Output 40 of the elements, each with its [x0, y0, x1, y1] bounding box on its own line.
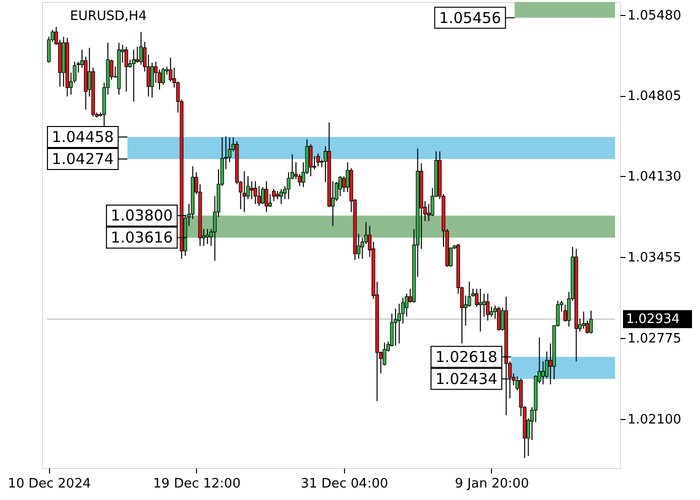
x-tick-label: 10 Dec 2024: [8, 476, 91, 492]
x-tick-label: 9 Jan 20:00: [454, 476, 529, 492]
candlestick: [497, 306, 501, 332]
candlestick: [589, 310, 593, 334]
candlestick: [250, 180, 254, 200]
annotation: 1.04458: [52, 128, 114, 146]
candlestick: [316, 152, 320, 167]
candlestick: [206, 228, 210, 244]
x-tick-label: 31 Dec 04:00: [300, 476, 388, 492]
y-tick-label: 1.02775: [628, 332, 682, 347]
annotation: 1.02618: [435, 348, 498, 366]
candlestick: [264, 180, 268, 213]
y-tick-label: 1.04130: [628, 170, 682, 185]
candlestick: [279, 188, 284, 205]
candlestick: [478, 288, 482, 332]
y-tick-label: 1.02100: [628, 412, 682, 428]
candlestick: [136, 46, 140, 64]
ref-line-label: 1.02934: [626, 312, 680, 328]
candlestick: [124, 46, 128, 92]
candlestick: [254, 180, 258, 205]
annotation: 1.04274: [52, 150, 114, 168]
x-tick-label: 19 Dec 12:00: [153, 476, 241, 492]
candlestick: [132, 49, 136, 102]
y-tick-label: 1.03455: [628, 250, 682, 266]
candlestick: [260, 186, 265, 205]
candlestick: [582, 311, 586, 330]
candlestick: [308, 144, 313, 177]
annotation: 1.03800: [110, 206, 173, 225]
candlestick: [338, 176, 342, 197]
band-label: 1.05456: [439, 8, 502, 27]
annotation: 1.03616: [110, 228, 173, 247]
candlestick: [242, 170, 246, 213]
candlestick: [161, 67, 165, 86]
text: EURUSD,H4: [70, 9, 147, 24]
candlestick: [486, 293, 490, 322]
candlestick: [541, 360, 545, 385]
candlestick: [150, 62, 154, 98]
y-tick-label: 1.05480: [628, 8, 682, 24]
y-tick-label: 1.04805: [628, 89, 682, 104]
annotation: 1.02434: [435, 370, 498, 388]
